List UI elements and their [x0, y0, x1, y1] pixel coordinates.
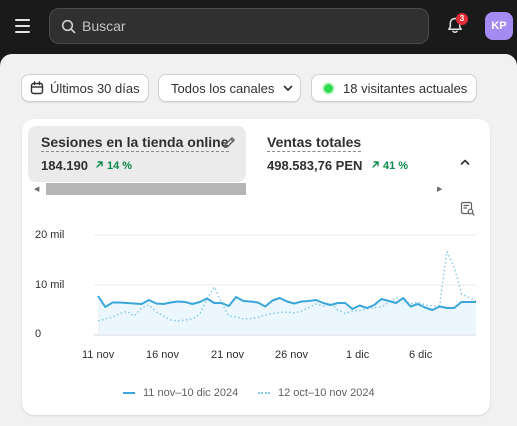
metric-title: Sesiones en la tienda online — [41, 134, 229, 152]
metric-sessions[interactable]: Sesiones en la tienda online 184.190 14 … — [28, 126, 246, 182]
calendar-icon — [30, 81, 44, 95]
x-axis-label: 21 nov — [211, 349, 245, 361]
legend-current[interactable]: 11 nov–10 dic 2024 — [123, 387, 238, 399]
main-content: Últimos 30 días Todos los canales 18 vis… — [0, 54, 517, 426]
live-visitors-button[interactable]: 18 visitantes actuales — [311, 74, 477, 102]
pencil-icon[interactable] — [222, 135, 237, 150]
x-axis-label: 11 nov — [82, 349, 115, 361]
search-bar[interactable] — [49, 8, 429, 44]
y-axis-label: 10 mil — [35, 279, 65, 291]
legend-previous[interactable]: 12 oct–10 nov 2024 — [258, 387, 375, 399]
channels-label: Todos los canales — [171, 80, 275, 96]
top-bar: 3 KP — [0, 0, 517, 54]
metric-sales[interactable]: Ventas totales 498.583,76 PEN 41 % — [254, 126, 444, 182]
menu-icon[interactable] — [12, 15, 34, 37]
search-icon — [61, 19, 76, 34]
metric-value: 498.583,76 PEN — [267, 158, 363, 173]
metric-change: 41 % — [371, 160, 408, 172]
live-visitors-label: 18 visitantes actuales — [343, 80, 468, 96]
y-axis-label: 0 — [35, 328, 42, 340]
scroll-left-arrow-icon[interactable]: ◀ — [34, 186, 40, 193]
arrow-up-right-icon — [372, 161, 379, 168]
analytics-card: Sesiones en la tienda online 184.190 14 … — [22, 119, 490, 415]
chevron-up-icon[interactable] — [459, 156, 471, 168]
arrow-up-right-icon — [96, 161, 103, 168]
x-axis-label: 26 nov — [275, 349, 309, 361]
notifications-badge: 3 — [456, 13, 468, 25]
chart-search-icon[interactable] — [460, 201, 475, 216]
metric-change-value: 41 % — [383, 160, 409, 172]
metric-change: 14 % — [95, 160, 132, 172]
metric-title: Ventas totales — [267, 134, 362, 152]
x-axis-label: 1 dic — [346, 349, 370, 361]
metric-value: 184.190 — [41, 158, 88, 173]
date-range-button[interactable]: Últimos 30 días — [21, 74, 149, 102]
series-line-solid — [97, 295, 476, 311]
line-chart — [94, 234, 477, 336]
channels-dropdown[interactable]: Todos los canales — [158, 74, 301, 102]
legend-label: 11 nov–10 dic 2024 — [143, 387, 239, 399]
date-range-label: Últimos 30 días — [50, 80, 140, 96]
series-area — [98, 296, 476, 335]
avatar[interactable]: KP — [485, 12, 513, 40]
search-input[interactable] — [82, 16, 412, 36]
y-axis-label: 20 mil — [35, 229, 65, 241]
x-axis-label: 16 nov — [146, 349, 180, 361]
legend-dotted-swatch — [258, 392, 270, 394]
live-indicator-icon — [324, 83, 333, 93]
metric-change-value: 14 % — [107, 160, 133, 172]
legend-label: 12 oct–10 nov 2024 — [278, 387, 375, 399]
chevron-down-icon — [284, 85, 293, 91]
x-axis-label: 6 dic — [409, 349, 433, 361]
scroll-right-arrow-icon[interactable]: ▶ — [437, 186, 443, 193]
scrollbar-thumb[interactable] — [46, 183, 246, 195]
legend-solid-swatch — [123, 392, 135, 394]
